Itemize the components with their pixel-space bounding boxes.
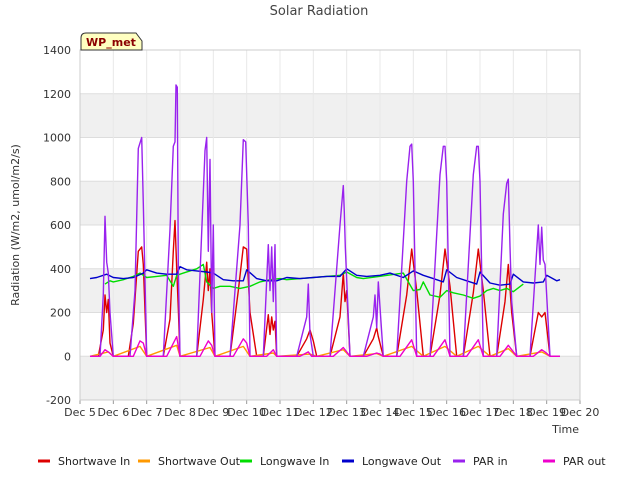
series-line-par-out bbox=[90, 335, 560, 357]
x-tick-label: Dec 5 bbox=[64, 406, 96, 419]
x-axis-label: Time bbox=[551, 423, 579, 436]
legend-label: PAR out bbox=[563, 455, 606, 468]
y-tick-label: 1200 bbox=[43, 88, 71, 101]
x-tick-label: Dec 12 bbox=[294, 406, 333, 419]
plot-frame bbox=[79, 49, 581, 401]
plot-band bbox=[80, 50, 580, 94]
badge-shape bbox=[80, 32, 143, 51]
y-tick-label: 800 bbox=[50, 175, 71, 188]
x-tick-label: Dec 14 bbox=[361, 406, 400, 419]
plot-band bbox=[80, 356, 580, 400]
legend-label: Longwave In bbox=[260, 455, 329, 468]
x-tick-label: Dec 8 bbox=[164, 406, 196, 419]
y-tick-label: 0 bbox=[64, 350, 71, 363]
y-tick-label: 1400 bbox=[43, 44, 71, 57]
y-tick-label: 1000 bbox=[43, 132, 71, 145]
y-tick-label: -200 bbox=[46, 394, 71, 407]
x-tick-label: Dec 16 bbox=[427, 406, 466, 419]
series-line-longwave-out bbox=[89, 265, 561, 286]
legend: Shortwave In Shortwave Out Longwave In Long… bbox=[38, 455, 606, 468]
x-tick-label: Dec 10 bbox=[227, 406, 266, 419]
plot-band bbox=[80, 93, 580, 138]
plot-band bbox=[80, 181, 580, 225]
x-tick-label: Dec 15 bbox=[394, 406, 433, 419]
plot-band bbox=[80, 137, 580, 182]
x-tick-label: Dec 9 bbox=[197, 406, 229, 419]
plot-background bbox=[80, 50, 580, 400]
legend-label: Shortwave In bbox=[58, 455, 130, 468]
x-tick-label: Dec 6 bbox=[97, 406, 129, 419]
legend-label: Shortwave Out bbox=[158, 455, 241, 468]
y-tick-label: 400 bbox=[50, 263, 71, 276]
legend-label: Longwave Out bbox=[362, 455, 442, 468]
x-tick-label: Dec 7 bbox=[131, 406, 163, 419]
x-tick-label: Dec 17 bbox=[461, 406, 500, 419]
x-tick-label: Dec 13 bbox=[327, 406, 366, 419]
x-tick-label: Dec 11 bbox=[261, 406, 300, 419]
x-tick-label: Dec 20 bbox=[561, 406, 600, 419]
y-tick-label: 600 bbox=[50, 219, 71, 232]
legend-label: PAR in bbox=[473, 455, 508, 468]
x-tick-label: Dec 19 bbox=[527, 406, 566, 419]
plot-band bbox=[80, 225, 580, 269]
station-badge: WP_met bbox=[80, 32, 143, 51]
y-tick-label: 200 bbox=[50, 307, 71, 320]
badge-label: WP_met bbox=[86, 36, 136, 49]
x-tick-label: Dec 18 bbox=[494, 406, 533, 419]
y-axis-ticks: -200 0 200 400 600 800 1000 1200 1400 bbox=[43, 44, 71, 407]
series-lines bbox=[89, 84, 561, 357]
y-axis-label: Radiation (W/m2, umol/m2/s) bbox=[9, 144, 22, 306]
chart-title: Solar Radiation bbox=[270, 4, 369, 19]
